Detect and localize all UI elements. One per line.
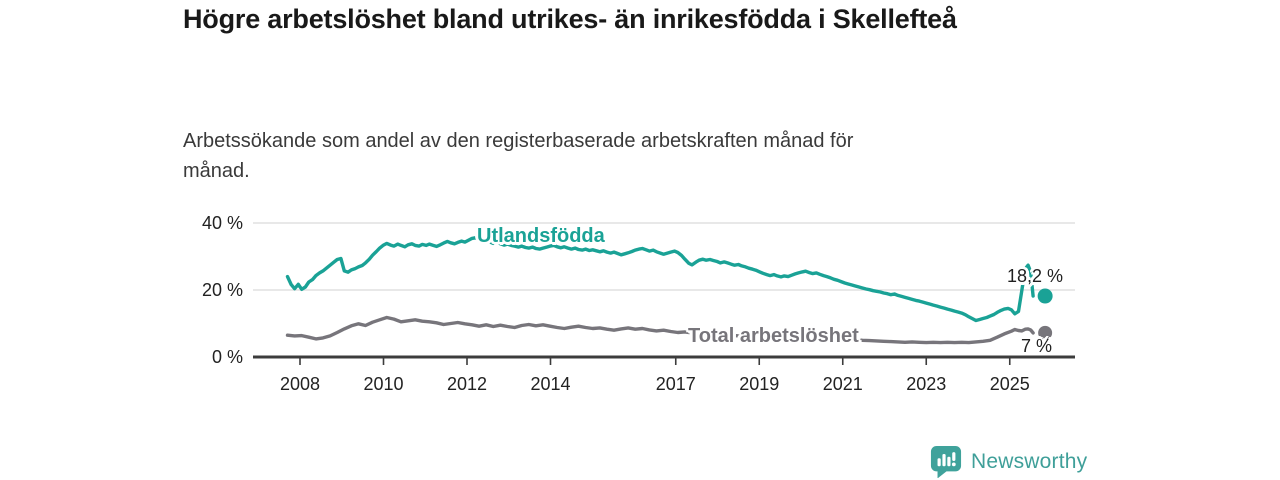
series-label-total-arbetsloshet: Total arbetslöshet xyxy=(688,325,859,347)
x-tick-label: 2012 xyxy=(447,374,487,394)
y-tick-label: 0 % xyxy=(212,347,243,367)
page-title: Högre arbetslöshet bland utrikes- än inr… xyxy=(183,4,957,34)
x-tick-label: 2017 xyxy=(656,374,696,394)
x-tick-label: 2010 xyxy=(363,374,403,394)
x-tick-label: 2021 xyxy=(823,374,863,394)
x-tick-label: 2025 xyxy=(990,374,1030,394)
y-tick-label: 40 % xyxy=(202,213,243,233)
end-dot-1 xyxy=(1038,325,1053,340)
series-line-1 xyxy=(285,315,1035,345)
series-label-utlandsfodda: Utlandsfödda xyxy=(477,225,605,247)
brand-name: Newsworthy xyxy=(971,449,1088,473)
newsworthy-logo-icon xyxy=(930,445,962,478)
newsworthy-brand: Newsworthy xyxy=(930,445,1087,478)
series-line-0 xyxy=(285,235,1035,323)
chart-subtitle: Arbetssökande som andel av den registerb… xyxy=(183,130,854,182)
x-tick-label: 2023 xyxy=(906,374,946,394)
x-tick-label: 2014 xyxy=(530,374,570,394)
end-dot-0 xyxy=(1037,288,1053,304)
x-tick-label: 2008 xyxy=(280,374,320,394)
end-value-label-utlandsfodda: 18,2 % xyxy=(1007,266,1064,286)
end-value-label-total: 7 % xyxy=(1021,336,1053,356)
y-tick-label: 20 % xyxy=(202,280,243,300)
x-tick-label: 2019 xyxy=(739,374,779,394)
